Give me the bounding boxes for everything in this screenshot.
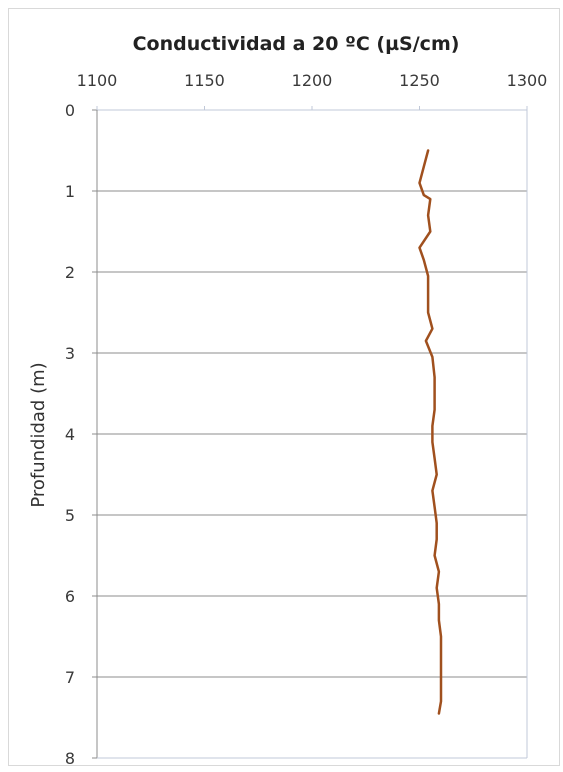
chart-frame <box>8 8 560 766</box>
chart-title: Conductividad a 20 ºC (µS/cm) <box>133 33 460 55</box>
y-tick-label: 8 <box>65 749 75 768</box>
x-tick-label: 1150 <box>184 71 225 90</box>
x-tick-label: 1100 <box>77 71 118 90</box>
y-axis-label: Profundidad (m) <box>28 362 49 507</box>
y-tick-label: 2 <box>65 263 75 282</box>
y-tick-label: 0 <box>65 101 75 120</box>
x-tick-label: 1250 <box>399 71 440 90</box>
y-tick-label: 1 <box>65 182 75 201</box>
x-tick-label: 1200 <box>292 71 333 90</box>
series-lines <box>418 149 443 715</box>
x-tick-labels: 1100 1150 1200 1250 1300 <box>77 71 548 90</box>
y-tick-label: 5 <box>65 506 75 525</box>
gridlines <box>97 190 527 759</box>
y-tick-labels: 0 1 2 3 4 5 6 7 8 <box>65 101 75 768</box>
y-tick-label: 7 <box>65 668 75 687</box>
series-line <box>418 149 443 715</box>
x-tick-label: 1300 <box>507 71 548 90</box>
y-tick-label: 3 <box>65 344 75 363</box>
y-tick-label: 6 <box>65 587 75 606</box>
y-tick-label: 4 <box>65 425 75 444</box>
axes <box>92 106 528 759</box>
